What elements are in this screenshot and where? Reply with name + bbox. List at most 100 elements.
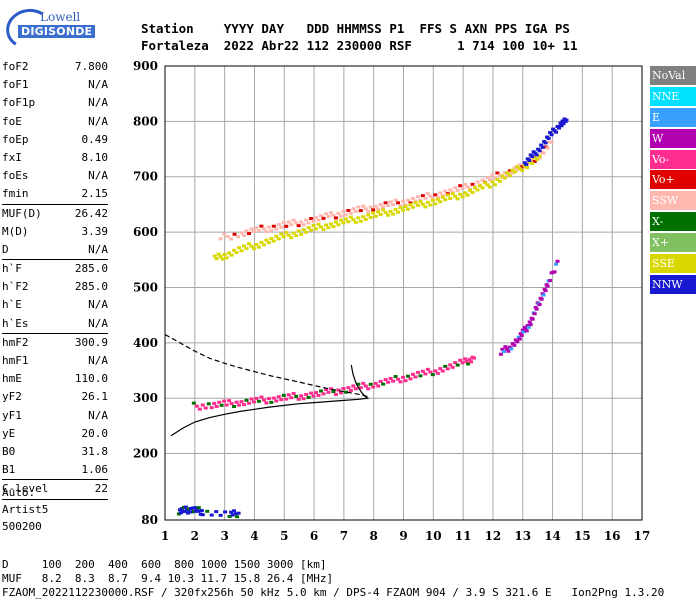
echo-point [398,204,403,208]
echo-point [517,167,522,171]
param-row: foEp 0.49 [2,131,108,149]
echo-point [480,178,485,182]
echo-point [468,188,473,192]
y-tick-label: 900 [133,59,158,73]
echo-point [279,225,284,229]
echo-point [353,210,358,214]
echo-point [244,246,249,250]
echo-point [502,171,507,175]
param-row: fxI 8.10 [2,149,108,167]
echo-point [398,206,403,210]
echo-point [259,395,264,399]
echo-point [319,225,324,229]
echo-point [396,210,401,214]
legend-item-vo: Vo- [650,149,696,169]
echo-point [279,398,284,402]
echo-point [363,207,368,211]
echo-point [259,240,264,244]
y-tick-label: 600 [133,225,158,239]
echo-point [311,219,316,223]
x-tick-label: 3 [220,529,228,543]
echo-point [264,401,269,405]
echo-point [343,213,348,217]
echo-point [475,180,480,184]
echo-point [229,253,234,257]
echo-point [460,186,465,190]
plot-frame [164,65,643,521]
echo-point [281,221,286,225]
echo-point [541,293,546,297]
echo-point [443,364,448,368]
echo-point [366,210,371,214]
echo-point [510,171,515,175]
echo-point [526,325,531,329]
echo-point [304,230,309,234]
echo-point [333,220,338,224]
param-value: 20.0 [81,426,109,440]
echo-point [232,232,237,236]
echo-point [403,379,408,383]
echo-point [401,199,406,203]
echo-point [443,189,448,193]
echo-point [227,514,232,518]
echo-point [512,166,517,170]
echo-point [246,232,251,236]
param-row: foF1p N/A [2,94,108,112]
echo-point [336,388,341,392]
footer-distance-row: D 100 200 400 600 800 1000 1500 3000 [km… [2,558,327,571]
echo-point [455,188,460,192]
echo-point [319,214,324,218]
echo-point [363,384,368,388]
param-row: yE 20.0 [2,425,108,443]
echo-point [274,234,279,238]
echo-point [492,183,497,187]
echo-point [301,223,306,227]
echo-point [309,391,314,395]
echo-point [227,399,232,403]
echo-point [351,218,356,222]
param-value: N/A [88,408,108,422]
echo-point [281,235,286,239]
echo-point [433,369,438,373]
echo-point [286,233,291,237]
echo-point [326,214,331,218]
echo-point [209,406,214,410]
param-name: h`F [2,262,22,276]
echo-point [517,337,522,341]
param-row: MUF(D) 26.42 [2,205,108,223]
echo-point [341,386,346,390]
echo-point [440,194,445,198]
echo-point [331,390,336,394]
echo-point [256,399,261,403]
echo-point [497,173,502,177]
param-row: B1 1.06 [2,461,108,479]
echo-point [346,220,351,224]
param-value: 26.1 [81,390,109,404]
echo-point [271,224,276,228]
y-tick-label: 800 [133,114,158,128]
echo-point [549,140,554,144]
echo-point [291,218,296,222]
echo-point [291,391,296,395]
echo-point [519,333,524,337]
echo-point [498,352,503,356]
param-row: hmF1 N/A [2,352,108,370]
echo-point [513,338,518,342]
echo-point [214,257,219,261]
legend-item-x: X- [650,212,696,232]
echo-point [465,193,470,197]
echo-point [430,197,435,201]
echo-point [504,347,509,351]
param-value: 285.0 [74,262,108,276]
echo-point [216,252,221,256]
echo-point [229,402,234,406]
echo-point [324,212,328,216]
echo-point [551,127,556,131]
echo-point [206,402,211,406]
echo-point [530,161,535,165]
echo-point [218,255,223,259]
echo-point [309,217,314,221]
echo-point [515,165,520,169]
echo-point [386,380,391,384]
